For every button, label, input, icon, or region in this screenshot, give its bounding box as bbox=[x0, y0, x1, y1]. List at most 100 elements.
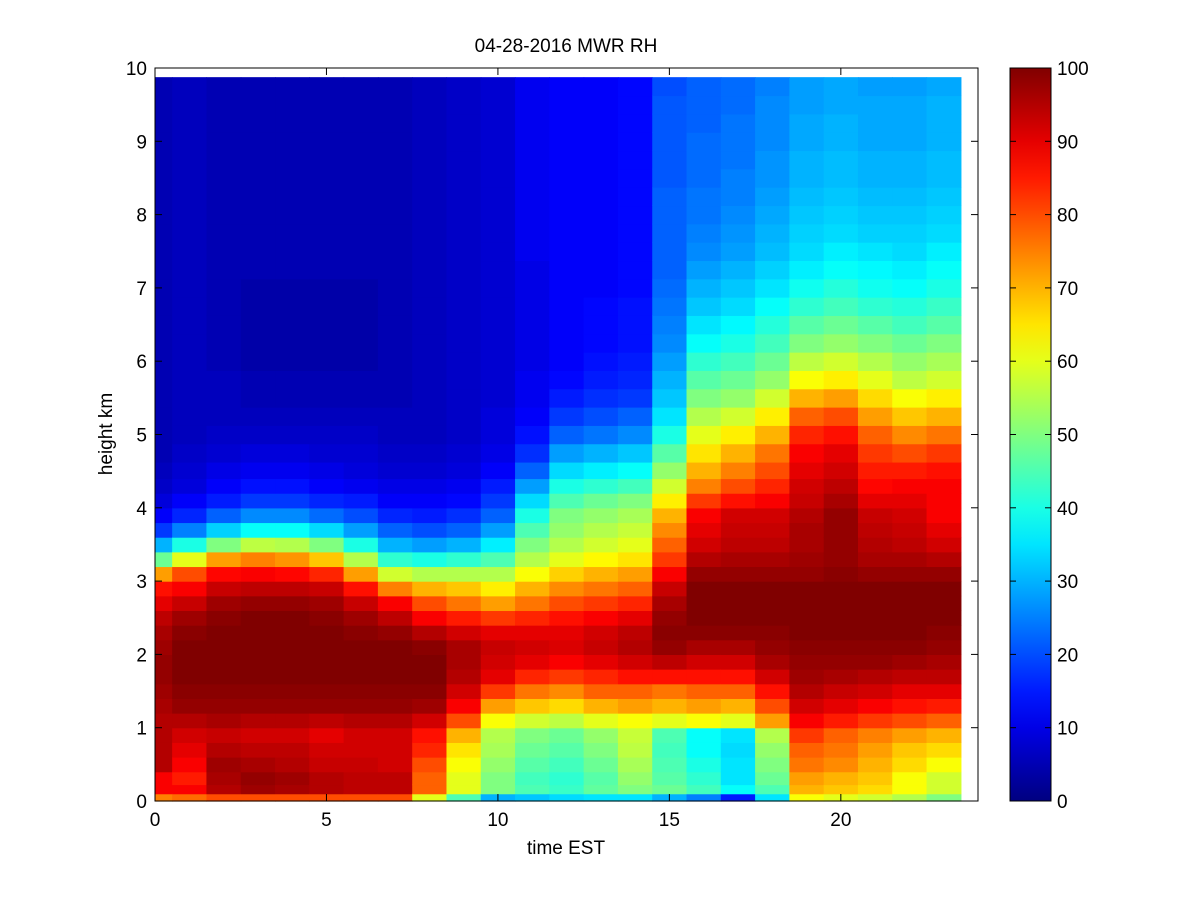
heat-cell bbox=[309, 610, 345, 626]
heat-cell bbox=[823, 388, 859, 408]
heat-cell bbox=[617, 639, 653, 655]
heat-cell bbox=[309, 95, 345, 115]
heat-cell bbox=[617, 333, 653, 353]
heat-cell bbox=[172, 370, 208, 390]
heat-cell bbox=[583, 113, 619, 133]
heat-cell bbox=[617, 771, 653, 786]
heat-cell bbox=[926, 793, 962, 802]
heat-cell bbox=[275, 639, 310, 655]
heat-cell bbox=[240, 610, 276, 626]
heat-cell bbox=[309, 669, 345, 685]
heat-cell bbox=[377, 669, 413, 685]
heat-cell bbox=[515, 205, 550, 225]
heat-cell bbox=[892, 713, 928, 729]
heat-cell bbox=[720, 654, 756, 670]
heat-cell bbox=[515, 352, 550, 371]
heat-cell bbox=[789, 713, 825, 729]
heat-cell bbox=[240, 352, 276, 371]
heat-cell bbox=[240, 669, 276, 685]
heat-cell bbox=[172, 757, 208, 773]
heat-cell bbox=[892, 581, 928, 597]
y-tick-label: 3 bbox=[136, 572, 147, 593]
heat-cell bbox=[309, 443, 345, 463]
heat-cell bbox=[309, 522, 345, 538]
heat-cell bbox=[926, 205, 962, 225]
heat-cell bbox=[155, 669, 173, 685]
heat-cell bbox=[377, 639, 413, 655]
colorbar-tick-label: 50 bbox=[1057, 426, 1078, 447]
heat-cell bbox=[926, 493, 962, 509]
heat-cell bbox=[240, 260, 276, 280]
heat-cell bbox=[377, 522, 413, 538]
heat-cell bbox=[155, 443, 173, 463]
heat-cell bbox=[172, 260, 208, 280]
heat-cell bbox=[515, 698, 550, 714]
heat-cell bbox=[515, 77, 550, 97]
heat-cell bbox=[412, 315, 448, 335]
heat-cell bbox=[652, 425, 688, 445]
heat-cell bbox=[789, 150, 825, 170]
heat-cell bbox=[789, 551, 825, 568]
heat-cell bbox=[549, 683, 585, 699]
heat-cell bbox=[343, 260, 379, 280]
heat-cell bbox=[206, 610, 242, 626]
heat-cell bbox=[343, 443, 379, 463]
heat-cell bbox=[377, 132, 413, 152]
heat-cell bbox=[309, 333, 345, 353]
heat-cell bbox=[240, 315, 276, 335]
heat-cell bbox=[446, 95, 482, 115]
heat-cell bbox=[515, 771, 550, 786]
heat-cell bbox=[652, 443, 688, 463]
heat-cell bbox=[412, 698, 448, 714]
heat-cell bbox=[343, 581, 379, 597]
heat-cell bbox=[583, 581, 619, 597]
heat-cell bbox=[343, 223, 379, 243]
heat-cell bbox=[343, 683, 379, 699]
heat-cell bbox=[172, 742, 208, 758]
heat-cell bbox=[857, 132, 893, 152]
heat-cell bbox=[720, 669, 756, 685]
heat-cell bbox=[652, 654, 688, 670]
heat-cell bbox=[480, 654, 516, 670]
heat-cell bbox=[155, 551, 173, 568]
heat-cell bbox=[343, 507, 379, 524]
heat-cell bbox=[857, 698, 893, 714]
heat-cell bbox=[926, 742, 962, 758]
heat-cell bbox=[343, 595, 379, 612]
heat-cell bbox=[206, 315, 242, 335]
heat-cell bbox=[377, 297, 413, 316]
heat-cell bbox=[309, 242, 345, 262]
heat-cell bbox=[377, 537, 413, 553]
heat-cell bbox=[446, 683, 482, 699]
heat-cell bbox=[789, 742, 825, 758]
heat-cell bbox=[789, 793, 825, 802]
heat-cell bbox=[309, 713, 345, 729]
heat-cell bbox=[583, 551, 619, 568]
heat-cell bbox=[652, 581, 688, 597]
heat-cell bbox=[583, 493, 619, 509]
heat-cell bbox=[155, 242, 173, 262]
heat-cell bbox=[480, 352, 516, 371]
heat-cell bbox=[720, 168, 756, 188]
heat-cell bbox=[686, 793, 722, 802]
heat-cell bbox=[583, 297, 619, 316]
heat-cell bbox=[857, 793, 893, 802]
heat-cell bbox=[309, 595, 345, 612]
heat-cell bbox=[789, 242, 825, 262]
heat-cell bbox=[892, 507, 928, 524]
heat-cell bbox=[515, 639, 550, 655]
heat-cell bbox=[343, 333, 379, 353]
heat-cell bbox=[155, 478, 173, 494]
heat-cell bbox=[686, 260, 722, 280]
heat-cell bbox=[755, 187, 790, 207]
heat-cell bbox=[412, 551, 448, 568]
heat-cell bbox=[172, 407, 208, 426]
heat-cell bbox=[206, 132, 242, 152]
heat-cell bbox=[412, 205, 448, 225]
heat-cell bbox=[583, 132, 619, 152]
heat-cell bbox=[446, 388, 482, 408]
heat-cell bbox=[309, 352, 345, 371]
heat-cell bbox=[720, 187, 756, 207]
heat-cell bbox=[275, 443, 310, 463]
heat-cell bbox=[755, 784, 790, 795]
